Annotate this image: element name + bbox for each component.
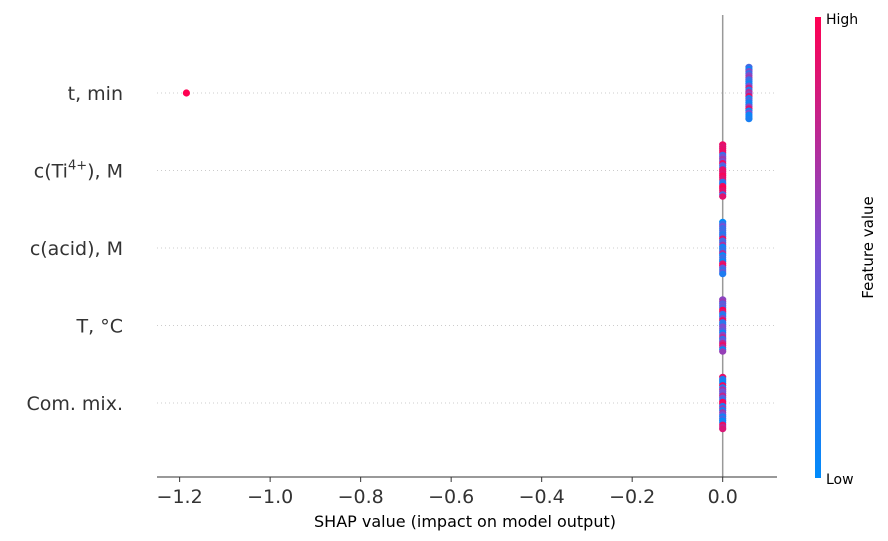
x-tick-label: −1.2 <box>157 486 203 508</box>
x-tick-label: −0.8 <box>338 486 384 508</box>
colorbar-low-label: Low <box>826 472 854 488</box>
shap-point <box>719 348 727 355</box>
feature-label: Com. mix. <box>26 393 123 415</box>
x-tick-label: 0.0 <box>708 486 738 508</box>
feature-labels: t, min c(Ti4+), M c(acid), M T, °C Com. mix. <box>26 83 123 415</box>
x-axis-ticks: −1.2 −1.0 −0.8 −0.6 −0.4 −0.2 0.0 <box>157 477 738 508</box>
scatter-points <box>182 63 753 433</box>
x-tick-label: −0.4 <box>519 486 565 508</box>
colorbar-high-label: High <box>826 12 858 28</box>
x-tick-label: −1.0 <box>247 486 293 508</box>
shap-point <box>719 193 727 200</box>
x-axis-label: SHAP value (impact on model output) <box>314 512 616 531</box>
row-guide-lines <box>157 92 777 404</box>
colorbar: High Low Feature value <box>815 12 877 488</box>
shap-point <box>719 270 727 278</box>
shap-point <box>719 425 727 433</box>
feature-label: t, min <box>68 83 123 105</box>
shap-point <box>182 89 191 97</box>
feature-label: c(Ti4+), M <box>34 159 123 183</box>
colorbar-gradient <box>815 17 821 478</box>
feature-label: c(acid), M <box>30 238 123 260</box>
shap-point <box>745 115 753 123</box>
feature-label: T, °C <box>76 316 123 338</box>
x-tick-label: −0.6 <box>428 486 474 508</box>
colorbar-title: Feature value <box>859 196 877 298</box>
x-tick-label: −0.2 <box>609 486 655 508</box>
